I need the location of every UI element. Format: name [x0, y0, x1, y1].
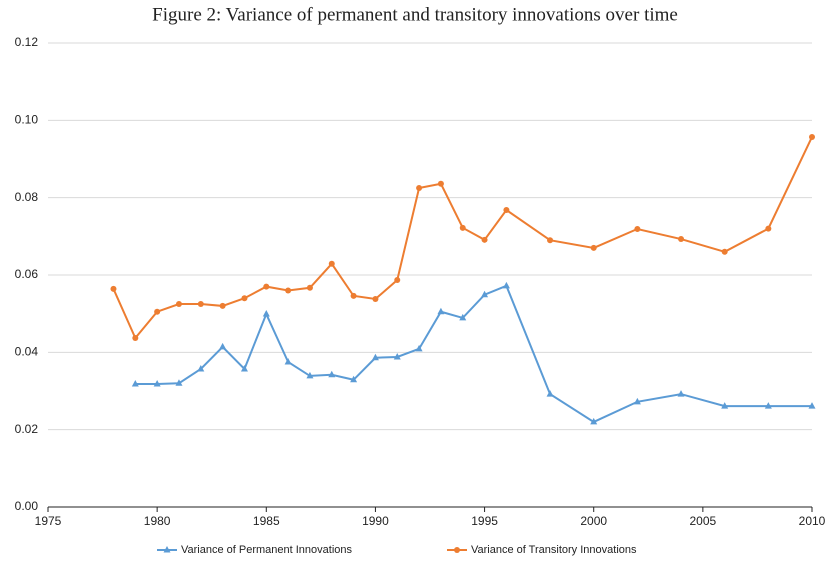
- y-tick-label: 0.02: [15, 422, 39, 436]
- x-tick-label: 1985: [253, 514, 280, 528]
- point: [454, 547, 460, 553]
- point: [175, 301, 182, 307]
- point: [306, 371, 314, 379]
- point: [285, 287, 292, 294]
- point: [459, 313, 467, 321]
- point: [721, 248, 728, 255]
- x-tick-label: 1975: [35, 514, 62, 528]
- point: [416, 185, 423, 191]
- point: [808, 402, 816, 409]
- x-tick-label: 2005: [690, 514, 717, 528]
- point: [590, 244, 597, 251]
- point: [415, 344, 423, 352]
- point: [481, 236, 488, 243]
- point: [263, 283, 270, 290]
- point: [131, 380, 139, 387]
- point: [154, 308, 161, 315]
- point: [634, 225, 641, 232]
- point: [437, 307, 445, 315]
- point: [394, 277, 401, 284]
- y-tick-label: 0.10: [15, 113, 39, 127]
- point: [678, 236, 685, 243]
- point: [350, 375, 358, 383]
- point: [502, 281, 510, 289]
- y-tick-label: 0.12: [15, 35, 39, 49]
- point: [175, 379, 183, 386]
- point: [371, 353, 379, 361]
- x-tick-label: 1990: [362, 514, 389, 528]
- legend-label: Variance of Transitory Innovations: [471, 544, 637, 556]
- point: [633, 397, 641, 405]
- point: [546, 390, 554, 397]
- point: [153, 380, 161, 387]
- y-tick-label: 0.00: [15, 499, 39, 513]
- point: [262, 310, 270, 317]
- series-line: [135, 284, 812, 424]
- point: [110, 285, 117, 292]
- y-tick-label: 0.04: [15, 345, 39, 359]
- chart-title: Figure 2: Variance of permanent and tran…: [152, 4, 678, 25]
- point: [163, 546, 171, 553]
- x-tick-label: 2010: [799, 514, 826, 528]
- point: [219, 302, 226, 309]
- point: [481, 290, 489, 298]
- point: [547, 237, 554, 244]
- point: [240, 364, 248, 372]
- point: [197, 364, 205, 372]
- point: [132, 335, 139, 342]
- point: [809, 133, 815, 140]
- point: [241, 295, 248, 302]
- point: [328, 370, 336, 378]
- x-tick-label: 1995: [471, 514, 498, 528]
- point: [721, 402, 729, 409]
- y-tick-label: 0.06: [15, 267, 39, 281]
- point: [590, 417, 598, 425]
- point: [503, 207, 510, 214]
- point: [306, 284, 313, 291]
- point: [437, 180, 444, 187]
- series-line: [112, 136, 813, 340]
- point: [764, 402, 772, 409]
- point: [350, 292, 357, 299]
- x-tick-label: 2000: [580, 514, 607, 528]
- y-tick-label: 0.08: [15, 190, 39, 204]
- legend-label: Variance of Permanent Innovations: [181, 544, 353, 556]
- point: [219, 342, 227, 350]
- point: [765, 225, 772, 232]
- point: [372, 295, 379, 302]
- point: [459, 224, 466, 231]
- point: [328, 260, 335, 267]
- x-tick-label: 1980: [144, 514, 171, 528]
- point: [284, 358, 292, 365]
- point: [393, 352, 401, 360]
- point: [677, 390, 685, 397]
- point: [197, 301, 204, 307]
